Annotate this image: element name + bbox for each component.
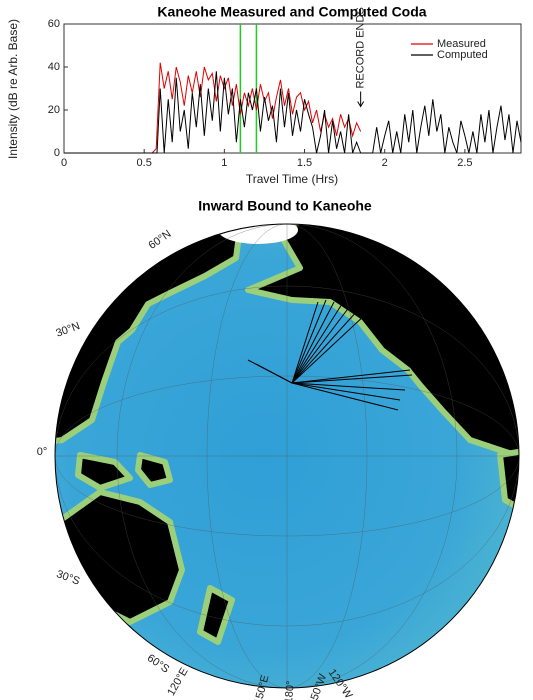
line-chart: Kaneohe Measured and Computed Coda Trave… <box>6 4 522 186</box>
latitude-label: 30°S <box>55 568 82 587</box>
series-line <box>64 71 522 154</box>
y-tick-label: 60 <box>48 18 60 30</box>
x-tick-label: 2 <box>382 157 388 169</box>
indonesia <box>75 452 133 491</box>
latitude-label: 0° <box>37 446 48 458</box>
latitude-label: 30°N <box>54 320 81 340</box>
longitude-label: 120°E <box>165 666 190 698</box>
x-tick-label: 1.5 <box>297 157 312 169</box>
y-tick-label: 0 <box>54 147 60 159</box>
y-tick-label: 20 <box>48 104 60 116</box>
x-tick-label: 0 <box>61 157 67 169</box>
series-line <box>64 62 362 154</box>
legend-label: Measured <box>437 38 486 50</box>
new-guinea <box>135 452 173 488</box>
ray-paths <box>247 299 413 411</box>
globe-rim <box>54 223 520 689</box>
x-tick-label: 0.5 <box>137 157 152 169</box>
map: Inward Bound to Kaneohe <box>37 198 520 700</box>
chart-title: Kaneohe Measured and Computed Coda <box>157 4 426 20</box>
latitude-label: 60°N <box>146 228 173 252</box>
x-axis-label: Travel Time (Hrs) <box>246 172 338 186</box>
annotation: RECORD ENDS <box>355 7 367 88</box>
longitude-label: 180° <box>283 680 297 700</box>
polar-cap <box>218 224 298 244</box>
y-axis-label: Intensity (dB re Arb. Base) <box>6 19 20 159</box>
latitude-label: 60°S <box>145 652 172 676</box>
legend-label: Computed <box>437 49 488 61</box>
map-title: Inward Bound to Kaneohe <box>198 198 372 214</box>
x-tick-label: 2.5 <box>457 157 472 169</box>
y-tick-label: 40 <box>48 61 60 73</box>
x-tick-label: 1 <box>221 157 227 169</box>
annotation-arrowhead <box>357 101 365 108</box>
plot-frame <box>63 23 522 154</box>
new-zealand <box>197 585 235 645</box>
